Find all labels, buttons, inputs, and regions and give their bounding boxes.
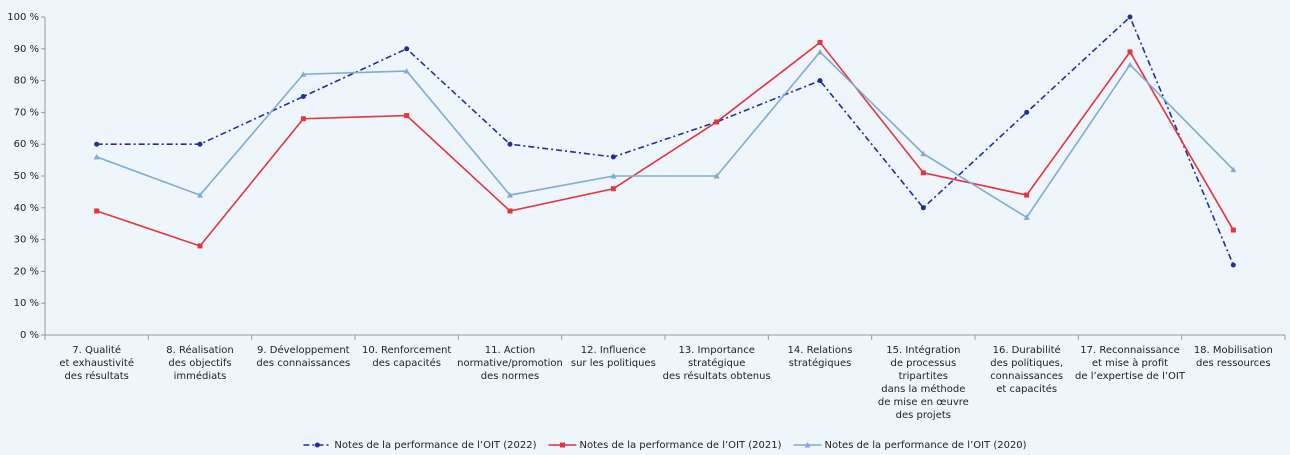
y-tick-label: 90 %: [14, 44, 39, 55]
marker: [610, 173, 617, 179]
x-tick-label: 18. Mobilisation: [1194, 345, 1273, 356]
x-tick-label: 13. Importance: [678, 345, 754, 356]
marker: [1230, 262, 1236, 268]
y-tick-label: 0 %: [20, 330, 39, 341]
x-tick-label: 9. Développement: [257, 344, 350, 356]
x-tick-label: 12. Influence: [581, 345, 646, 356]
x-tick-label: des résultats obtenus: [663, 370, 771, 382]
marker: [610, 186, 616, 192]
marker: [1024, 192, 1030, 198]
y-tick-label: 50 %: [14, 171, 39, 182]
marker: [1023, 214, 1030, 220]
x-tick-label: 8. Réalisation: [166, 344, 234, 356]
x-tick-label: des ressources: [1196, 358, 1271, 369]
x-tick-label: de processus: [891, 358, 957, 369]
x-tick-label: 7. Qualité: [72, 344, 121, 356]
marker: [300, 116, 306, 122]
marker: [94, 141, 100, 147]
marker: [197, 141, 203, 147]
x-tick-label: des projets: [896, 410, 951, 421]
y-tick-label: 60 %: [14, 139, 39, 150]
x-tick-label: et capacités: [996, 383, 1057, 395]
marker: [197, 192, 203, 198]
x-tick-label: normative/promotion: [457, 358, 563, 369]
series-line: [96, 50, 1234, 219]
marker: [94, 208, 100, 214]
marker: [804, 442, 811, 448]
marker: [920, 205, 926, 211]
y-tick-label: 20 %: [14, 266, 39, 277]
y-tick-label: 10 %: [14, 298, 39, 309]
marker: [1127, 49, 1133, 55]
x-tick-label: dans la méthode: [881, 383, 965, 395]
marker: [1230, 227, 1236, 233]
marker: [1024, 109, 1030, 115]
x-tick-label: sur les politiques: [571, 358, 656, 369]
x-tick-label: 17. Reconnaissance: [1080, 345, 1179, 356]
marker: [1230, 166, 1237, 173]
marker: [404, 46, 410, 52]
marker: [610, 154, 616, 160]
marker: [403, 68, 410, 74]
x-tick-label: 14. Relations: [787, 345, 852, 356]
marker: [713, 173, 720, 179]
marker: [920, 150, 927, 157]
x-tick-label: des objectifs: [168, 358, 231, 369]
x-tick-label: des résultats: [64, 370, 128, 382]
x-tick-label: et mise à profit: [1092, 357, 1168, 369]
x-tick-label: des connaissances: [256, 358, 350, 369]
marker: [559, 442, 565, 448]
series-line: [96, 41, 1235, 247]
x-tick-label: stratégique: [688, 357, 745, 369]
marker: [507, 192, 513, 198]
x-tick-label: des normes: [481, 371, 539, 382]
marker: [93, 153, 100, 160]
marker: [404, 113, 410, 119]
marker: [507, 208, 513, 214]
x-tick-label: des capacités: [372, 357, 441, 369]
marker: [1127, 14, 1133, 20]
marker: [197, 243, 203, 249]
x-tick-label: 16. Durabilité: [993, 344, 1061, 356]
marker: [920, 170, 926, 176]
x-tick-label: immédiats: [174, 370, 227, 382]
x-tick-label: 15. Intégration: [886, 344, 960, 356]
y-tick-label: 30 %: [14, 235, 39, 246]
x-tick-label: tripartites: [899, 371, 948, 382]
x-tick-label: 10. Renforcement: [362, 345, 451, 356]
y-tick-label: 100 %: [7, 12, 39, 23]
x-tick-label: 11. Action: [485, 345, 535, 356]
y-tick-label: 40 %: [14, 203, 39, 214]
marker: [817, 48, 823, 55]
x-tick-label: de mise en œuvre: [878, 397, 969, 408]
marker: [714, 119, 720, 125]
x-tick-label: et exhaustivité: [59, 357, 134, 369]
legend-label: Notes de la performance de l’OIT (2020): [825, 440, 1027, 451]
marker: [507, 141, 513, 147]
y-tick-label: 80 %: [14, 76, 39, 87]
marker: [300, 71, 307, 77]
x-tick-label: de l’expertise de l’OIT: [1075, 371, 1186, 382]
marker: [1127, 61, 1133, 68]
series-line: [96, 15, 1235, 266]
marker: [300, 94, 306, 99]
y-tick-label: 70 %: [14, 107, 39, 118]
legend-label: Notes de la performance de l’OIT (2022): [334, 440, 536, 451]
x-tick-label: stratégiques: [789, 357, 852, 369]
marker: [817, 78, 823, 84]
x-tick-label: des politiques,: [990, 358, 1063, 369]
marker: [314, 442, 320, 448]
legend-label: Notes de la performance de l’OIT (2021): [579, 440, 781, 451]
marker: [817, 39, 823, 45]
x-tick-label: connaissances: [990, 371, 1063, 382]
